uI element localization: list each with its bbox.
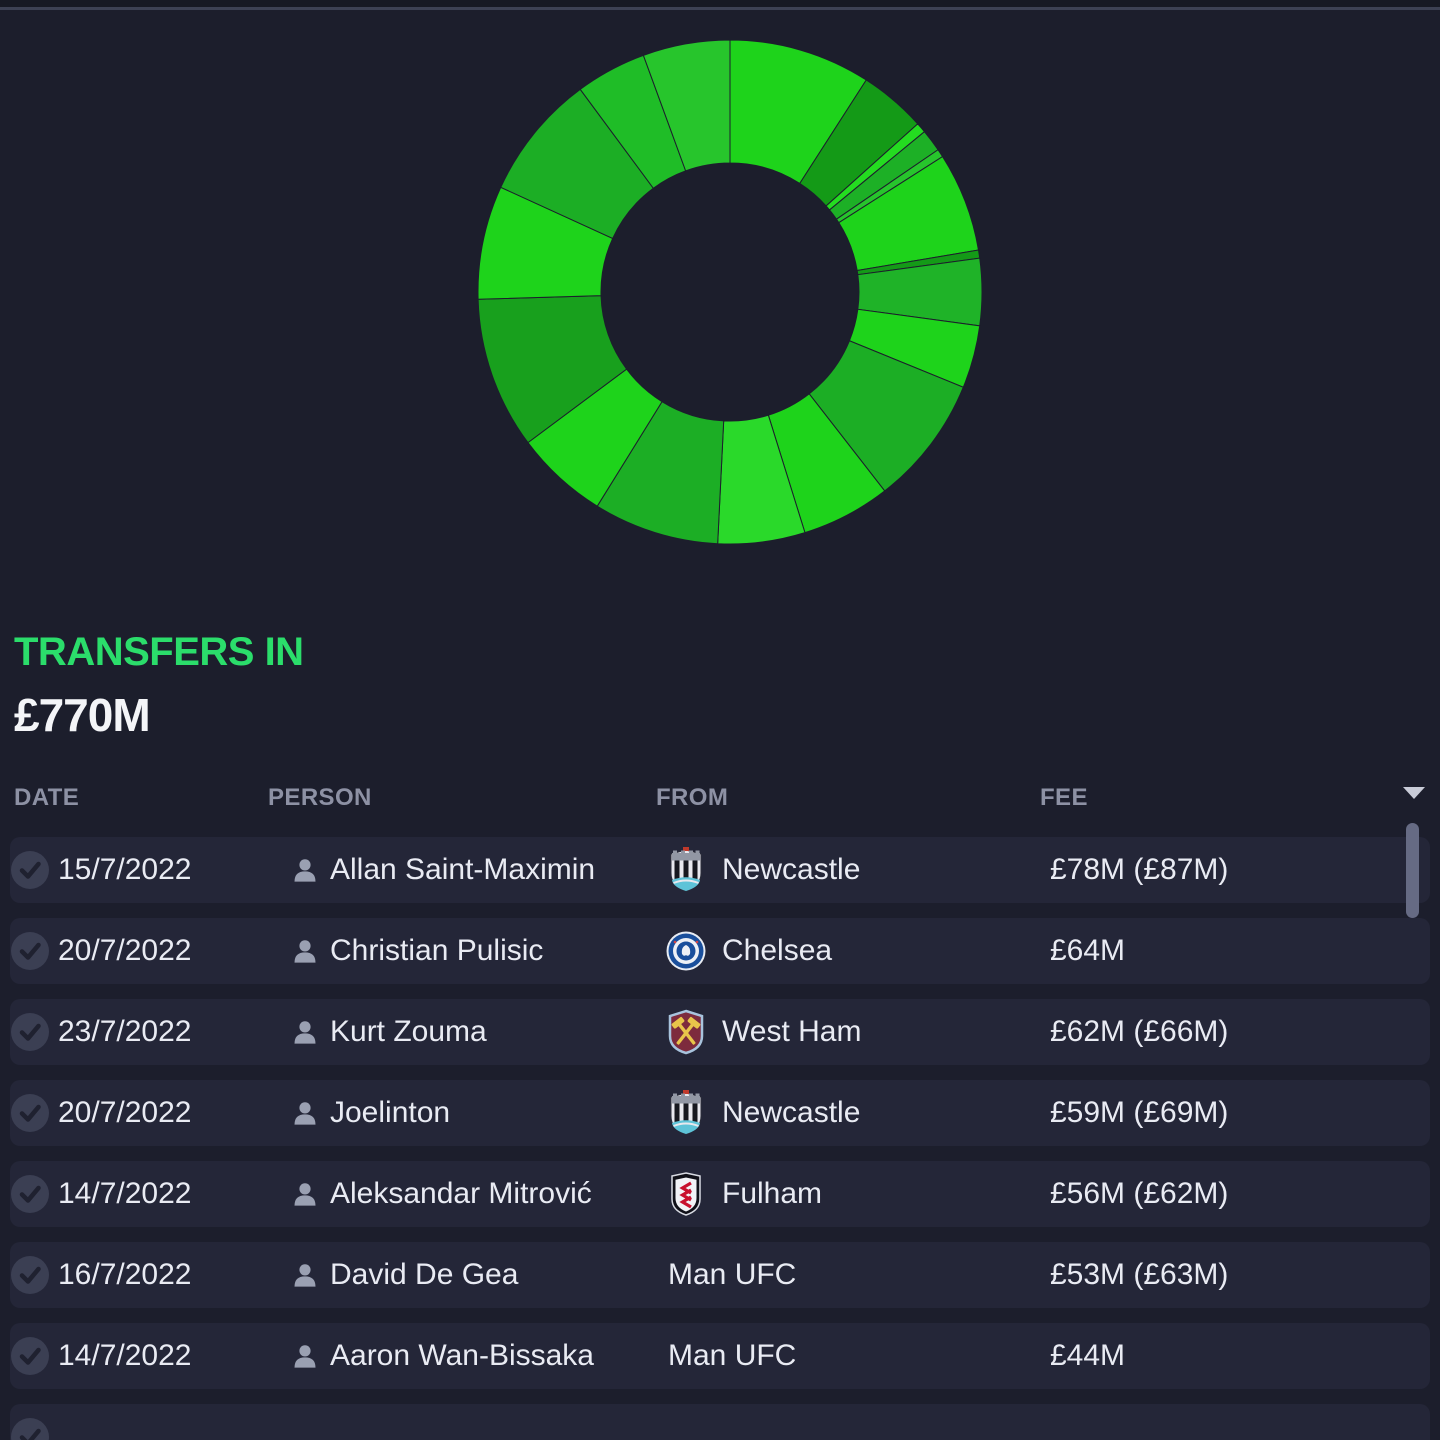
table-row[interactable]: 20/7/2022 Christian Pulisic Chelsea £64M	[10, 918, 1430, 984]
cell-person[interactable]: Joelinton	[330, 1096, 451, 1129]
page-title: TRANSFERS IN	[14, 630, 304, 674]
cell-person[interactable]: Kurt Zouma	[330, 1015, 487, 1048]
cell-from-club[interactable]: Man UFC	[668, 1339, 797, 1372]
table-row[interactable]: 16/7/2022 David De Gea Man UFC £53M (£63M)	[10, 1242, 1430, 1308]
table-row[interactable]: 15/7/2022 Allan Saint-Maximin Newcastle £…	[10, 837, 1430, 903]
header-date[interactable]: DATE	[14, 784, 80, 811]
top-divider	[0, 7, 1440, 10]
person-icon	[294, 859, 316, 882]
cell-fee: £44M	[1050, 1339, 1126, 1372]
cell-from-club[interactable]: Fulham	[722, 1177, 823, 1210]
cell-fee: £62M (£66M)	[1050, 1015, 1229, 1048]
cell-from-club[interactable]: Newcastle	[722, 853, 861, 886]
cell-from-club[interactable]: Chelsea	[722, 934, 833, 967]
cell-date: 15/7/2022	[58, 853, 192, 886]
cell-person[interactable]: Aaron Wan-Bissaka	[330, 1339, 594, 1372]
table-header: DATE PERSON FROM FEE	[0, 784, 1440, 814]
cell-fee: £64M	[1050, 934, 1126, 967]
cell-fee: £59M (£69M)	[1050, 1096, 1229, 1129]
person-icon	[294, 1264, 316, 1287]
newcastle-badge-icon	[670, 1090, 702, 1135]
fulham-badge-icon	[671, 1172, 701, 1216]
cell-person[interactable]: David De Gea	[330, 1258, 519, 1291]
person-icon	[294, 940, 316, 963]
completed-check-icon	[11, 1013, 49, 1051]
person-icon	[294, 1183, 316, 1206]
top-strip	[0, 0, 1440, 7]
west-ham-badge-icon	[668, 1009, 704, 1055]
total-amount: £770M	[14, 689, 151, 741]
completed-check-icon	[11, 1418, 49, 1440]
cell-date: 20/7/2022	[58, 1096, 192, 1129]
cell-fee: £78M (£87M)	[1050, 853, 1229, 886]
table-row[interactable]: 14/7/2022 Aleksandar Mitrović Fulham £56M…	[10, 1161, 1430, 1227]
cell-date: 20/7/2022	[58, 934, 192, 967]
cell-date: 14/7/2022	[58, 1339, 192, 1372]
table-row[interactable]: 14/7/2022 Aaron Wan-Bissaka Man UFC £44M	[10, 1323, 1430, 1389]
table-row[interactable]: 23/7/2022 Kurt Zouma West Ham £62M (£66M)	[10, 999, 1430, 1065]
header-fee[interactable]: FEE	[1040, 784, 1088, 811]
cell-fee: £53M (£63M)	[1050, 1258, 1229, 1291]
donut-segment[interactable]	[642, 39, 731, 172]
completed-check-icon	[11, 1337, 49, 1375]
person-icon	[294, 1345, 316, 1368]
cell-fee: £56M (£62M)	[1050, 1177, 1229, 1210]
cell-date: 16/7/2022	[58, 1258, 192, 1291]
header-from[interactable]: FROM	[656, 784, 729, 811]
caret-down-icon[interactable]	[1403, 787, 1425, 799]
transfers-donut-chart	[477, 39, 983, 545]
cell-from-club[interactable]: Newcastle	[722, 1096, 861, 1129]
cell-date: 23/7/2022	[58, 1015, 192, 1048]
completed-check-icon	[11, 1175, 49, 1213]
completed-check-icon	[11, 1094, 49, 1132]
cell-from-club[interactable]: West Ham	[722, 1015, 862, 1048]
cell-person[interactable]: Christian Pulisic	[330, 934, 544, 967]
table-row[interactable]	[10, 1404, 1430, 1440]
completed-check-icon	[11, 1256, 49, 1294]
completed-check-icon	[11, 851, 49, 889]
summary-block: TRANSFERS IN £770M	[14, 630, 304, 742]
cell-person[interactable]: Allan Saint-Maximin	[330, 853, 596, 886]
cell-from-club[interactable]: Man UFC	[668, 1258, 797, 1291]
cell-person[interactable]: Aleksandar Mitrović	[330, 1177, 592, 1210]
newcastle-badge-icon	[670, 847, 702, 892]
scrollbar-thumb[interactable]	[1406, 823, 1419, 918]
header-person[interactable]: PERSON	[268, 784, 372, 811]
chelsea-badge-icon	[666, 931, 706, 971]
person-icon	[294, 1021, 316, 1044]
person-icon	[294, 1102, 316, 1125]
completed-check-icon	[11, 932, 49, 970]
table-row[interactable]: 20/7/2022 Joelinton Newcastle £59M (£69M)	[10, 1080, 1430, 1146]
cell-date: 14/7/2022	[58, 1177, 192, 1210]
